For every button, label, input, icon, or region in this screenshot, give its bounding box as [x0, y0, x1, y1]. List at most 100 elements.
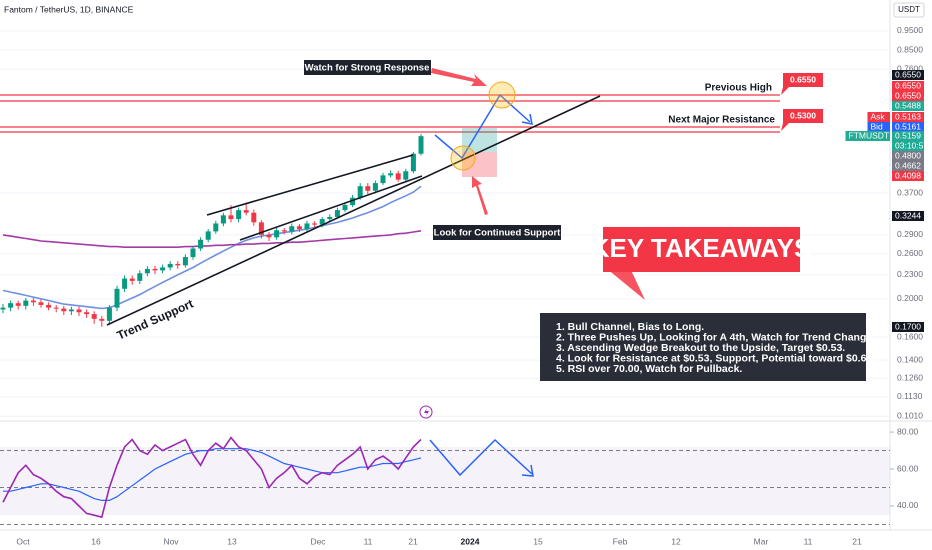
y-tick-label: 0.1600: [897, 331, 923, 341]
candle-body: [167, 263, 173, 268]
candle-body: [342, 205, 348, 211]
candle-body: [68, 309, 74, 312]
candle-body: [129, 278, 135, 281]
candle-body: [76, 309, 82, 313]
candle-body: [99, 318, 105, 321]
x-tick-label: 11: [804, 536, 813, 546]
indicator-icon-bolt: [424, 408, 429, 416]
rsi-tick-label: 60.00: [897, 463, 919, 473]
candle-body: [38, 302, 44, 305]
price-tag-name: Bid: [871, 121, 884, 131]
candle-body: [274, 230, 280, 238]
y-tick-label: 0.1010: [897, 411, 923, 421]
y-tick-label: 0.7600: [897, 64, 923, 74]
pointers: [431, 68, 645, 300]
price-tag: [892, 131, 924, 151]
candle-body: [236, 210, 242, 220]
x-tick-label: Oct: [16, 536, 30, 546]
candle-body: [114, 288, 120, 308]
price-tag-label: 0.5163: [895, 111, 921, 121]
price-tag: [892, 322, 924, 332]
candle-body: [15, 303, 21, 306]
y-tick-label: 0.2000: [897, 293, 923, 303]
candle-body: [122, 278, 128, 289]
price-tag-label: 0.5161: [895, 121, 921, 131]
x-tick-label: Feb: [613, 536, 628, 546]
trend-lines: [106, 95, 601, 326]
candle-body: [251, 212, 257, 223]
candle-body: [403, 171, 409, 180]
price-tag-name-box: [867, 122, 890, 132]
candle-body: [327, 216, 333, 220]
candle-body: [372, 183, 378, 191]
y-tick-label: 0.1130: [897, 391, 923, 401]
price-tag-name-box: [845, 131, 890, 141]
price-tag-label: 0.4662: [895, 160, 921, 170]
candle-body: [380, 175, 386, 184]
price-tag-name: Ask: [871, 111, 886, 121]
candle-body: [357, 186, 363, 198]
y-tick-label: 0.8500: [897, 44, 923, 54]
x-tick-label: 21: [408, 536, 418, 546]
takeaway-line: 2. Three Pushes Up, Looking for A 4th, W…: [556, 331, 875, 343]
candle-body: [312, 223, 318, 225]
y-tick-label: 0.3700: [897, 187, 923, 197]
price-tag-label: 0.6550: [895, 69, 921, 79]
takeaways-banner: [603, 227, 800, 272]
price-tag-label: 0.4098: [895, 170, 921, 180]
candle-body: [53, 307, 59, 309]
candle-body: [198, 239, 204, 249]
x-tick-label: 21: [852, 536, 862, 546]
x-tick-label: Mar: [754, 536, 769, 546]
x-tick-label: 2024: [461, 536, 480, 546]
price-tag-label: 0.1700: [895, 321, 921, 331]
takeaway-line: 3. Ascending Wedge Breakout to the Upsid…: [556, 342, 845, 354]
candle-body: [182, 257, 188, 266]
countdown: 03:10:57: [895, 140, 928, 150]
price-tag-label: 0.3244: [895, 210, 921, 220]
price-tag-label: 0.6550: [895, 80, 921, 90]
currency[interactable]: USDT: [898, 5, 920, 14]
x-tick-label: 11: [364, 536, 373, 546]
candle-body: [30, 300, 36, 303]
watch-label: Watch for Strong Response: [305, 63, 430, 74]
candle-body: [243, 210, 249, 213]
levels: [0, 94, 780, 133]
support-circle: [450, 145, 476, 171]
candle-body: [0, 307, 6, 310]
y-tick-label: 0.9500: [897, 25, 923, 35]
price-tag: [892, 101, 924, 111]
takeaway-line: 5. RSI over 70.00, Watch for Pullback.: [556, 363, 742, 375]
watch-box: [304, 60, 431, 75]
candle-body: [152, 268, 158, 271]
x-tick-label: Dec: [310, 536, 326, 546]
price-tag: [892, 211, 924, 221]
takeaways-box: [540, 313, 866, 381]
x-tick-label: Nov: [163, 536, 179, 546]
y-tick-label: 0.2600: [897, 248, 923, 258]
y-tick-label: 0.2300: [897, 269, 923, 279]
rsi-ma: [3, 448, 422, 501]
price-tag-label: 0.6550: [895, 90, 921, 100]
resistance-price: 0.5300: [790, 110, 816, 120]
candle-body: [319, 219, 325, 225]
price-tag-name: FTMUSDT: [849, 130, 890, 140]
previous-high-price: 0.6550: [790, 74, 816, 84]
y-tick-label: 0.1400: [897, 354, 923, 364]
resistance-label: Next Major Resistance: [668, 115, 775, 126]
candle-body: [23, 300, 29, 306]
candle-body: [144, 268, 150, 274]
symbol-title: Fantom / TetherUS, 1D, BINANCE: [4, 4, 134, 14]
y-tick-label: 0.1260: [897, 373, 923, 383]
candle-body: [106, 307, 112, 321]
candle-body: [61, 308, 67, 312]
candle-body: [8, 303, 14, 308]
price-tag: [892, 171, 924, 181]
currency-button[interactable]: [893, 2, 925, 18]
candle-body: [258, 222, 264, 235]
candle-body: [175, 263, 181, 266]
price-tag: [892, 151, 924, 161]
candle-body: [160, 267, 166, 271]
support-label: Look for Continued Support: [434, 228, 561, 239]
x-tick-label: 12: [671, 536, 681, 546]
